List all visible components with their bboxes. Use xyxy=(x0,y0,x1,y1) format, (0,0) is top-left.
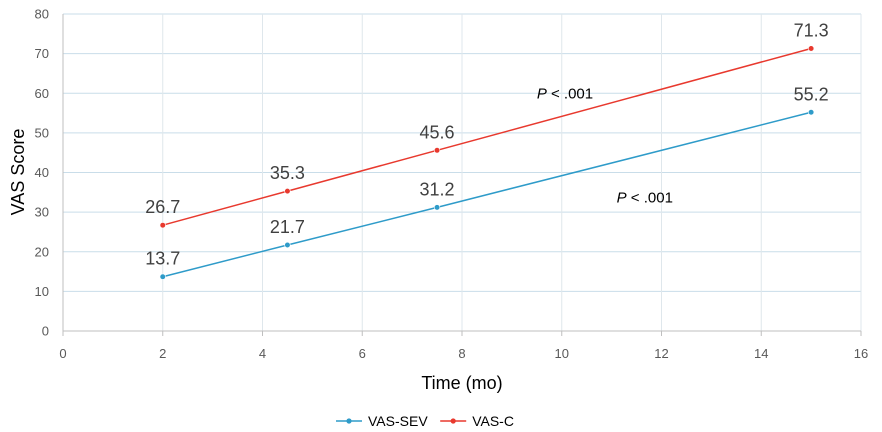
legend-item-vas-sev: VAS-SEV xyxy=(336,413,428,429)
legend-swatch-marker xyxy=(346,418,352,424)
data-label: 26.7 xyxy=(145,197,180,217)
x-tick-label: 16 xyxy=(854,346,868,361)
series-line xyxy=(162,47,812,226)
p-value-annotation: P < .001 xyxy=(617,190,673,207)
y-tick-label: 60 xyxy=(35,86,49,101)
axis-lines xyxy=(62,14,862,336)
data-point xyxy=(284,241,291,249)
x-tick-label: 8 xyxy=(458,346,465,361)
legend-swatch-marker xyxy=(450,418,456,424)
data-label: 21.7 xyxy=(270,217,305,237)
x-tick-label: 12 xyxy=(654,346,668,361)
x-tick-label: 0 xyxy=(59,346,66,361)
p-value-annotation: P < .001 xyxy=(537,85,593,102)
y-tick-label: 80 xyxy=(35,7,49,22)
data-point xyxy=(433,204,441,211)
series-vas-c: 26.7 35.3 45.6 71.3 xyxy=(145,20,829,229)
data-label: 55.2 xyxy=(794,84,829,104)
data-point xyxy=(159,222,166,229)
x-tick-label: 14 xyxy=(754,346,768,361)
series-layer: 13.7 21.7 31.2 55.2 26.7 35.3 45.6 71.3 xyxy=(145,20,829,280)
y-tick-label: 30 xyxy=(35,205,49,220)
y-tick-label: 50 xyxy=(35,125,49,140)
legend: VAS-SEV VAS-C xyxy=(336,413,514,429)
data-point xyxy=(808,45,815,52)
x-axis-ticks: 0 2 4 6 8 10 12 14 16 xyxy=(59,346,868,361)
y-axis-ticks: 0 10 20 30 40 50 60 70 80 xyxy=(35,7,49,339)
legend-item-vas-c: VAS-C xyxy=(440,413,514,429)
y-tick-label: 20 xyxy=(35,244,49,259)
y-tick-label: 40 xyxy=(35,165,49,180)
y-axis-title: VAS Score xyxy=(8,129,28,216)
y-tick-label: 0 xyxy=(42,324,49,339)
data-label: 71.3 xyxy=(794,20,829,40)
data-label: 45.6 xyxy=(420,122,455,142)
data-point xyxy=(433,147,441,154)
data-label: 35.3 xyxy=(270,163,305,183)
data-label: 31.2 xyxy=(420,179,455,199)
series-line xyxy=(162,111,812,278)
x-tick-label: 6 xyxy=(359,346,366,361)
x-axis-title: Time (mo) xyxy=(421,373,502,393)
legend-label: VAS-C xyxy=(472,413,514,429)
x-tick-label: 4 xyxy=(259,346,266,361)
x-tick-label: 10 xyxy=(555,346,569,361)
x-tick-label: 2 xyxy=(159,346,166,361)
data-point xyxy=(159,273,166,280)
series-vas-sev: 13.7 21.7 31.2 55.2 xyxy=(145,84,829,280)
y-tick-label: 10 xyxy=(35,284,49,299)
grid-lines xyxy=(63,13,862,331)
data-point xyxy=(284,188,291,195)
data-point xyxy=(808,109,815,116)
legend-label: VAS-SEV xyxy=(368,413,428,429)
data-label: 13.7 xyxy=(145,249,180,269)
y-tick-label: 70 xyxy=(35,46,49,61)
annotations: P < .001 P < .001 xyxy=(537,85,673,206)
